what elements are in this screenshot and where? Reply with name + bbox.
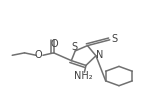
Text: NH₂: NH₂ <box>74 71 92 81</box>
Text: O: O <box>35 50 42 60</box>
Text: S: S <box>71 42 78 52</box>
Text: O: O <box>51 39 58 49</box>
Text: S: S <box>111 34 117 44</box>
Text: N: N <box>96 50 103 60</box>
